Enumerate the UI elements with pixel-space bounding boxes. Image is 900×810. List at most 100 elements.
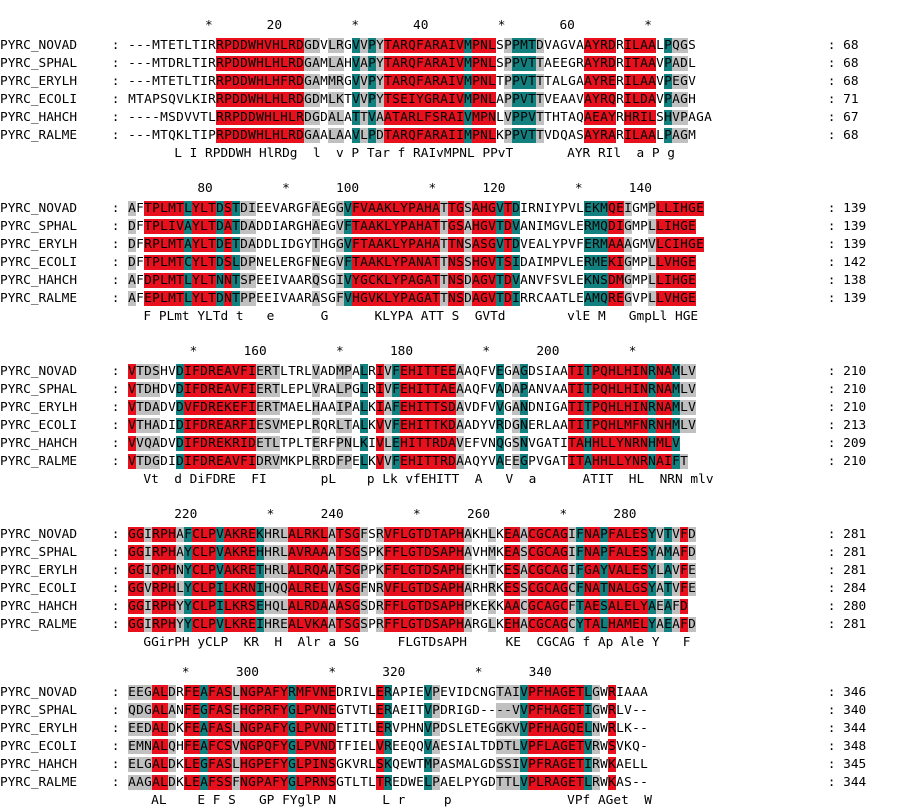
residue: L [320, 581, 328, 596]
residue: S [368, 527, 376, 542]
separator: : [104, 110, 128, 125]
residue: H [256, 128, 264, 143]
residue: L [568, 255, 576, 270]
residue: I [352, 739, 360, 754]
residue: V [520, 237, 528, 252]
residue: R [376, 527, 384, 542]
residue: P [368, 128, 376, 143]
residue: V [536, 273, 544, 288]
residue: P [336, 436, 344, 451]
residue: - [488, 703, 496, 718]
residue: R [304, 599, 312, 614]
residue: P [520, 110, 528, 125]
residue: L [296, 739, 304, 754]
residue: F [392, 527, 400, 542]
sequence-name: PYRC_ERYLH [0, 400, 78, 415]
residue: E [256, 599, 264, 614]
residue: N [240, 775, 248, 790]
residue: G [480, 273, 488, 288]
residue: G [296, 201, 304, 216]
residue: R [272, 527, 280, 542]
residue: A [152, 703, 160, 718]
residue: H [456, 563, 464, 578]
residue: D [472, 703, 480, 718]
residue: A [328, 617, 336, 632]
residue: I [256, 581, 264, 596]
residue: A [152, 418, 160, 433]
separator: : [104, 563, 128, 578]
residue: H [152, 382, 160, 397]
residue: K [176, 721, 184, 736]
residue: A [328, 563, 336, 578]
residue: C [192, 527, 200, 542]
residue: T [432, 527, 440, 542]
residue: T [584, 418, 592, 433]
residue: Q [472, 364, 480, 379]
sequence-residues: ---MTQKLTIPRPDDWHLHLRDGAALAAVLPDTARQFARA… [128, 128, 696, 143]
residue: T [344, 92, 352, 107]
sequence-row: PYRC_ERYLH : EEDALDKFEAFASLNGPAFYGLPVNDE… [0, 721, 866, 736]
residue: D [160, 400, 168, 415]
residue: R [208, 56, 216, 71]
residue: V [488, 364, 496, 379]
residue: K [496, 563, 504, 578]
separator: : [104, 56, 128, 71]
residue: K [376, 219, 384, 234]
residue: A [512, 364, 520, 379]
residue: T [472, 721, 480, 736]
residue: D [176, 418, 184, 433]
sequence-name: PYRC_ECOLI [0, 418, 78, 433]
residue: P [152, 273, 160, 288]
residue: I [448, 56, 456, 71]
residue: A [496, 92, 504, 107]
residue: G [128, 581, 136, 596]
residue: G [304, 92, 312, 107]
residue: A [288, 563, 296, 578]
residue: K [336, 92, 344, 107]
residue: T [312, 237, 320, 252]
residue: F [272, 721, 280, 736]
residue: R [208, 454, 216, 469]
residue: S [496, 56, 504, 71]
residue: G [304, 74, 312, 89]
residue: A [312, 56, 320, 71]
residue: C [544, 581, 552, 596]
residue: A [184, 219, 192, 234]
residue: P [432, 757, 440, 772]
sequence-row: PYRC_ERYLH : DFRPLMTAYLTDETDADDLIDGYTHGG… [0, 237, 866, 252]
residue: Y [184, 545, 192, 560]
residue: S [224, 685, 232, 700]
residue: P [368, 545, 376, 560]
residue: G [136, 545, 144, 560]
residue: L [360, 454, 368, 469]
residue: V [352, 757, 360, 772]
residue: A [360, 255, 368, 270]
residue: R [376, 581, 384, 596]
residue: Q [272, 581, 280, 596]
residue: M [672, 382, 680, 397]
residue: E [528, 237, 536, 252]
residue-count: : 213 [820, 418, 867, 433]
residue: N [320, 775, 328, 790]
residue: R [600, 38, 608, 53]
residue: P [400, 721, 408, 736]
residue: I [632, 400, 640, 415]
residue: A [224, 454, 232, 469]
sequence-residues: ---MTETLTIRRPDDWHVHLRDGDVLRGVVPYTARQFARA… [128, 38, 696, 53]
residue: E [192, 685, 200, 700]
residue: F [480, 364, 488, 379]
residue: A [424, 38, 432, 53]
residue: Y [592, 128, 600, 143]
residue: R [360, 757, 368, 772]
residue: E [504, 617, 512, 632]
residue: R [272, 563, 280, 578]
residue: E [632, 545, 640, 560]
residue: D [144, 364, 152, 379]
residue: F [536, 757, 544, 772]
residue: L [160, 703, 168, 718]
residue: V [376, 739, 384, 754]
residue: Q [416, 739, 424, 754]
residue: L [392, 237, 400, 252]
residue: D [608, 219, 616, 234]
residue: E [256, 364, 264, 379]
